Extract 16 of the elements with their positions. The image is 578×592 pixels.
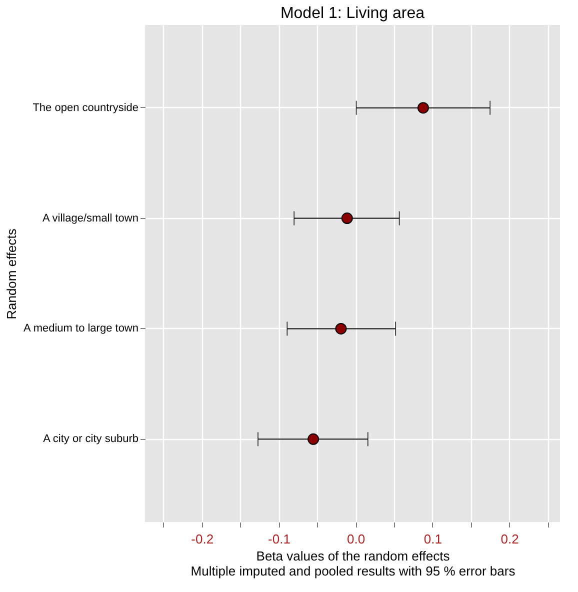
x-tick-label: 0.0: [347, 532, 366, 546]
y-axis-title: Random effects: [4, 228, 19, 320]
y-tick-label: The open countryside: [32, 102, 138, 114]
point: [335, 322, 347, 334]
y-tick-label: A city or city suburb: [43, 433, 138, 446]
point: [417, 102, 429, 114]
x-axis-title: Beta values of the random effects Multiple imputed and pooled results with 95 % error bars: [190, 548, 516, 578]
y-tick-label: A village/small town: [42, 212, 138, 224]
x-tick-label: 0.2: [500, 532, 519, 546]
x-tick-label: 0.1: [424, 532, 442, 546]
chart-title: Model 1: Living area: [280, 5, 425, 22]
x-tick-label: -0.2: [191, 532, 214, 546]
point: [308, 433, 320, 445]
y-tick-label: A medium to large town: [24, 322, 138, 335]
point: [341, 212, 353, 224]
x-tick-label: -0.1: [268, 532, 290, 546]
